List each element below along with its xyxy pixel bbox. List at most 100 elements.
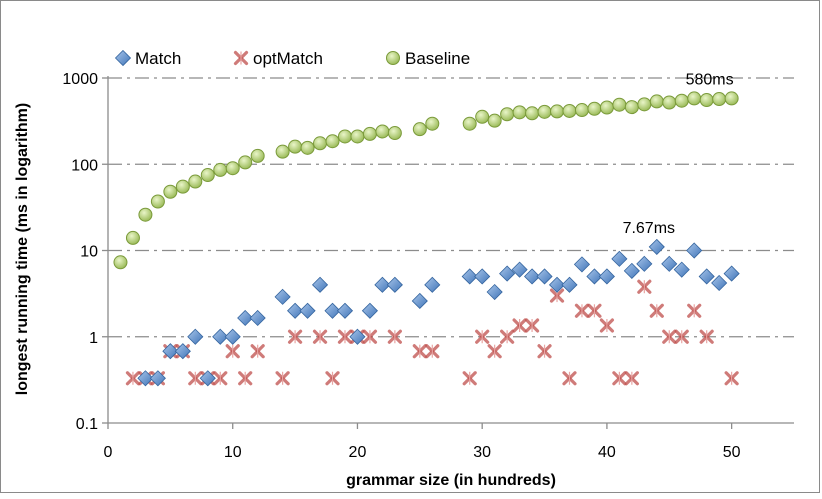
Baseline-point [200, 168, 215, 183]
Baseline-point [649, 94, 664, 109]
Match-point [386, 276, 403, 293]
x-tick-label: 10 [224, 444, 242, 461]
optMatch-point [637, 279, 652, 294]
Baseline-point [250, 148, 265, 163]
Match-point [199, 370, 216, 387]
Baseline-point [125, 230, 140, 245]
Baseline-point [662, 95, 677, 110]
x-tick-label: 40 [598, 444, 616, 461]
Baseline-point [599, 100, 614, 115]
x-tick-label: 50 [723, 444, 741, 461]
optMatch-point [524, 318, 540, 333]
Baseline-point [550, 104, 565, 119]
Baseline-point [462, 116, 477, 131]
Match-point [349, 328, 366, 345]
annotation-label: 7.67ms [623, 220, 675, 237]
Match-point [361, 302, 378, 319]
Match-point [698, 268, 715, 285]
Baseline-point [525, 106, 540, 121]
optMatch-point [312, 329, 328, 344]
optMatch-point [612, 371, 627, 386]
Baseline-point [724, 91, 739, 106]
Baseline-point [687, 91, 702, 106]
optMatch-point [487, 344, 502, 359]
Baseline-point [313, 136, 328, 151]
annotation-layer: 580ms 7.67ms [623, 71, 734, 237]
Baseline-point [487, 113, 502, 128]
Match-point [711, 274, 728, 292]
Baseline-point [350, 129, 365, 144]
Match-point [561, 276, 578, 293]
Match-point [486, 283, 503, 301]
legend-marker-Baseline [386, 51, 400, 65]
Baseline-point [562, 103, 577, 118]
Baseline-point [699, 93, 714, 108]
Match-point [661, 255, 678, 272]
optMatch-point [238, 371, 253, 386]
Match-point [524, 268, 541, 285]
Baseline-point [624, 100, 639, 115]
Match-point [636, 255, 653, 272]
Match-point [324, 302, 341, 319]
grid-layer [108, 77, 794, 338]
Baseline-point [387, 126, 402, 141]
Baseline-point [637, 97, 652, 112]
Baseline-point [325, 134, 340, 149]
Baseline-point [213, 162, 228, 177]
series-Match [137, 238, 740, 387]
annotation-label: 580ms [686, 71, 734, 88]
optMatch-point [337, 329, 353, 344]
Baseline-point [300, 140, 315, 155]
optMatch-point [387, 329, 402, 344]
y-tick-label: 1 [89, 330, 98, 347]
optMatch-point [475, 329, 490, 344]
optMatch-point [213, 371, 228, 386]
marks-layer [113, 91, 740, 387]
y-tick-label: 100 [71, 157, 98, 174]
Match-point [474, 268, 491, 285]
optMatch-point [287, 329, 303, 344]
optMatch-point [724, 371, 739, 386]
Baseline-point [225, 161, 240, 176]
Match-point [623, 262, 640, 279]
optMatch-point [325, 371, 340, 386]
Baseline-point [512, 105, 527, 120]
x-axis-label: grammar size (in hundreds) [346, 472, 556, 489]
Baseline-point [412, 122, 427, 137]
Baseline-point [163, 184, 178, 199]
optMatch-point [537, 344, 552, 359]
Match-point [274, 288, 291, 305]
Baseline-point [475, 109, 490, 124]
x-tick-label: 0 [104, 444, 113, 461]
Match-point [224, 328, 241, 345]
y-axis-label: longest running time (ms in logarithm) [14, 103, 31, 395]
legend-label: optMatch [253, 49, 323, 68]
Match-point [598, 268, 615, 285]
Baseline-point [587, 101, 602, 116]
Match-point [299, 302, 316, 319]
x-tick-label: 30 [473, 444, 491, 461]
Baseline-point [238, 155, 253, 170]
optMatch-point [574, 303, 590, 318]
optMatch-point [125, 371, 141, 386]
optMatch-point [599, 318, 615, 333]
optMatch-point [587, 303, 602, 318]
optMatch-point [687, 303, 702, 318]
y-tick-label: 1000 [62, 71, 98, 88]
Baseline-point [362, 126, 377, 141]
Match-point [237, 309, 254, 327]
optMatch-point [412, 344, 427, 359]
Baseline-point [574, 103, 589, 118]
Match-point [187, 328, 204, 345]
Match-point [686, 242, 703, 259]
Baseline-point [113, 255, 128, 270]
optMatch-point [562, 371, 577, 386]
x-tick-label: 20 [349, 444, 367, 461]
Match-point [311, 276, 329, 293]
Baseline-point [712, 92, 727, 107]
legend-label: Baseline [405, 49, 470, 68]
optMatch-point [500, 329, 515, 344]
Match-point [536, 268, 553, 285]
optMatch-point [362, 329, 378, 344]
Baseline-point [288, 139, 303, 154]
